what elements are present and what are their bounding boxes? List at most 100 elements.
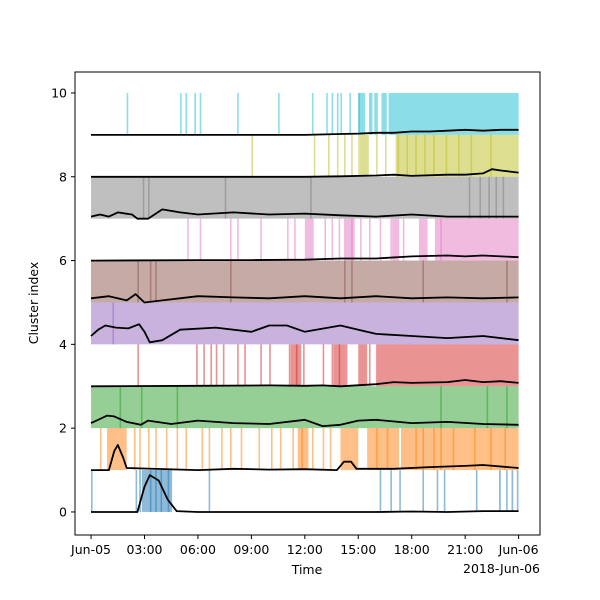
cluster-5-activity-bar — [422, 260, 425, 303]
cluster-6-activity-bar — [360, 218, 362, 261]
cluster-6-activity-bar — [390, 218, 392, 261]
cluster-1-activity-bar — [279, 428, 282, 471]
cluster-1-activity-bar — [133, 428, 136, 471]
cluster-6-activity-bar — [440, 218, 442, 261]
x-tick-label: 03:00 — [126, 542, 162, 557]
cluster-3-activity-bar — [210, 344, 213, 387]
cluster-3-activity-bar — [345, 344, 348, 387]
cluster-9-activity-bar — [331, 92, 334, 135]
cluster-6-activity-bar — [260, 218, 262, 261]
cluster-9-activity-block — [388, 92, 519, 135]
cluster-3-activity-bar — [331, 344, 334, 387]
cluster-9-activity-block — [358, 92, 364, 135]
cluster-8-activity-bar — [470, 134, 473, 177]
y-tick-label: 4 — [59, 337, 67, 352]
cluster-6-activity-bar — [425, 218, 428, 261]
cluster-2-activity-bar — [119, 386, 122, 429]
cluster-6-activity-bar — [379, 218, 382, 261]
cluster-7-activity-bar — [310, 176, 312, 219]
cluster-0-series — [91, 470, 519, 512]
cluster-6-activity-block — [418, 218, 426, 261]
cluster-6-activity-bar — [230, 218, 232, 261]
cluster-1-activity-bar — [415, 428, 417, 471]
cluster-3-activity-bar — [244, 344, 246, 387]
cluster-9-mean-line — [91, 128, 519, 136]
cluster-5-activity-bar — [137, 260, 139, 303]
plot-frame — [74, 71, 541, 536]
cluster-8-activity-bar — [433, 134, 435, 177]
cluster-0-activity-bar — [399, 470, 401, 512]
cluster-9-activity-bar — [180, 92, 182, 135]
cluster-9-activity-bar — [340, 92, 343, 135]
cluster-6-activity-bar — [199, 218, 202, 261]
cluster-9-activity-bar — [199, 92, 202, 135]
cluster-1-activity-bar — [155, 428, 157, 471]
cluster-3-activity-bar — [322, 344, 325, 387]
cluster-8-activity-bar — [367, 134, 369, 177]
cluster-7-activity-block — [91, 176, 519, 219]
cluster-0-activity-bar — [443, 470, 446, 512]
cluster-1-activity-bar — [240, 428, 243, 471]
cluster-0-activity-bar — [167, 470, 170, 512]
cluster-6-activity-bar — [324, 218, 327, 261]
cluster-1-activity-bar — [322, 428, 325, 471]
cluster-1-activity-bar — [99, 428, 102, 471]
cluster-1-activity-bar — [258, 428, 261, 471]
cluster-8-activity-bar — [251, 134, 253, 177]
cluster-8-activity-bar — [397, 134, 400, 177]
cluster-6-activity-block — [392, 218, 400, 261]
cluster-6-series — [187, 218, 519, 261]
cluster-3-activity-block — [376, 344, 519, 387]
cluster-5-activity-bar — [230, 260, 232, 303]
y-tick-label: 2 — [59, 421, 67, 436]
cluster-6-activity-bar — [331, 218, 334, 261]
y-tick-label: 10 — [51, 85, 67, 100]
x-tick-label: 15:00 — [340, 542, 376, 557]
cluster-2-activity-bar — [506, 386, 508, 429]
cluster-2-activity-bar — [440, 386, 442, 429]
cluster-bands — [91, 92, 519, 512]
cluster-1-activity-bar — [329, 428, 332, 471]
cluster-8-activity-bar — [358, 134, 360, 177]
cluster-8-activity-bar — [445, 134, 448, 177]
cluster-6-activity-bar — [287, 218, 289, 261]
cluster-9-activity-block — [374, 92, 378, 135]
x-axis-label: Time — [291, 562, 323, 577]
y-tick-label: 8 — [59, 169, 67, 184]
y-axis-ticks: 0 2 4 6 8 10 — [51, 85, 75, 519]
cluster-1-activity-bar — [221, 428, 223, 471]
cluster-8-activity-bar — [313, 134, 316, 177]
cluster-9-activity-bar — [185, 92, 188, 135]
cluster-8-activity-bar — [458, 134, 460, 177]
cluster-8-activity-bar — [376, 134, 378, 177]
cluster-9-activity-bar — [326, 92, 328, 135]
cluster-9-activity-bar — [237, 92, 239, 135]
cluster-0-activity-bar — [135, 470, 138, 512]
cluster-8-activity-bar — [490, 134, 492, 177]
cluster-1-activity-block — [367, 428, 398, 471]
x-tick-label: 18:00 — [394, 542, 430, 557]
cluster-2-activity-bar — [140, 386, 143, 429]
cluster-2-activity-bar — [486, 386, 489, 429]
cluster-1-activity-bar — [422, 428, 425, 471]
cluster-8-activity-bar — [385, 134, 387, 177]
cluster-6-activity-bar — [402, 218, 405, 261]
cluster-8-activity-bar — [406, 134, 408, 177]
cluster-5-activity-bar — [344, 260, 346, 303]
cluster-7-series — [91, 176, 519, 219]
cluster-1-series — [99, 428, 519, 471]
cluster-9-activity-bar — [278, 92, 280, 135]
cluster-6-mean-line — [90, 254, 519, 262]
cluster-5-mean-line — [90, 293, 519, 304]
cluster-7-activity-bar — [224, 176, 227, 219]
cluster-6-activity-block — [304, 218, 314, 261]
cluster-8-activity-bar — [351, 134, 353, 177]
cluster-0-mean-line — [91, 474, 519, 513]
cluster-3-activity-bar — [368, 344, 371, 387]
x-tick-label: 06:00 — [180, 542, 216, 557]
cluster-7-activity-bar — [488, 176, 490, 219]
cluster-1-activity-bar — [148, 428, 150, 471]
cluster-0-activity-bar — [149, 470, 152, 512]
cluster-6-activity-bar — [351, 218, 353, 261]
cluster-0-activity-block — [141, 470, 173, 512]
